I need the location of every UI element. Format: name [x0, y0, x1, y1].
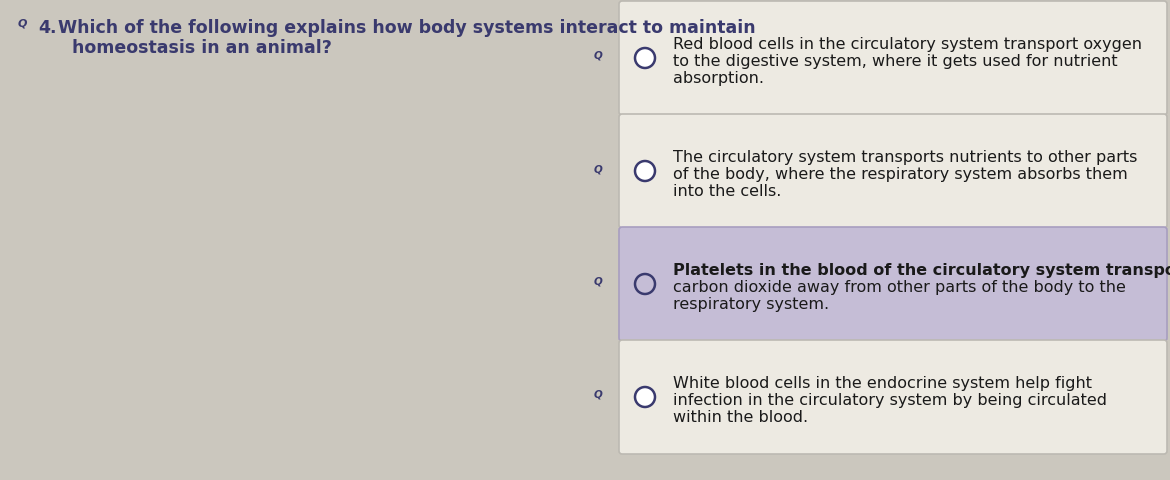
Text: homeostasis in an animal?: homeostasis in an animal?	[73, 39, 332, 57]
Text: 4.: 4.	[37, 19, 56, 37]
Text: Q: Q	[18, 19, 28, 29]
Text: The circulatory system transports nutrients to other parts: The circulatory system transports nutrie…	[673, 150, 1137, 165]
Text: into the cells.: into the cells.	[673, 184, 782, 199]
Text: within the blood.: within the blood.	[673, 409, 808, 424]
Text: Q: Q	[593, 51, 603, 61]
Text: White blood cells in the endocrine system help fight: White blood cells in the endocrine syste…	[673, 375, 1092, 390]
Text: Platelets in the blood of the circulatory system transport: Platelets in the blood of the circulator…	[673, 263, 1170, 277]
Text: Q: Q	[593, 164, 603, 174]
Text: Which of the following explains how body systems interact to maintain: Which of the following explains how body…	[58, 19, 756, 37]
Text: infection in the circulatory system by being circulated: infection in the circulatory system by b…	[673, 392, 1107, 407]
Circle shape	[635, 387, 655, 407]
Text: Red blood cells in the circulatory system transport oxygen: Red blood cells in the circulatory syste…	[673, 37, 1142, 52]
FancyBboxPatch shape	[619, 340, 1166, 454]
Text: carbon dioxide away from other parts of the body to the: carbon dioxide away from other parts of …	[673, 279, 1126, 294]
FancyBboxPatch shape	[619, 2, 1166, 116]
FancyBboxPatch shape	[619, 115, 1166, 228]
Text: Q: Q	[593, 276, 603, 287]
Text: to the digestive system, where it gets used for nutrient: to the digestive system, where it gets u…	[673, 54, 1117, 69]
Text: of the body, where the respiratory system absorbs them: of the body, where the respiratory syste…	[673, 167, 1128, 181]
Text: absorption.: absorption.	[673, 71, 764, 86]
Circle shape	[635, 162, 655, 181]
FancyBboxPatch shape	[619, 228, 1166, 341]
Circle shape	[635, 275, 655, 294]
Circle shape	[635, 49, 655, 69]
Text: Q: Q	[593, 389, 603, 399]
Text: respiratory system.: respiratory system.	[673, 296, 830, 312]
